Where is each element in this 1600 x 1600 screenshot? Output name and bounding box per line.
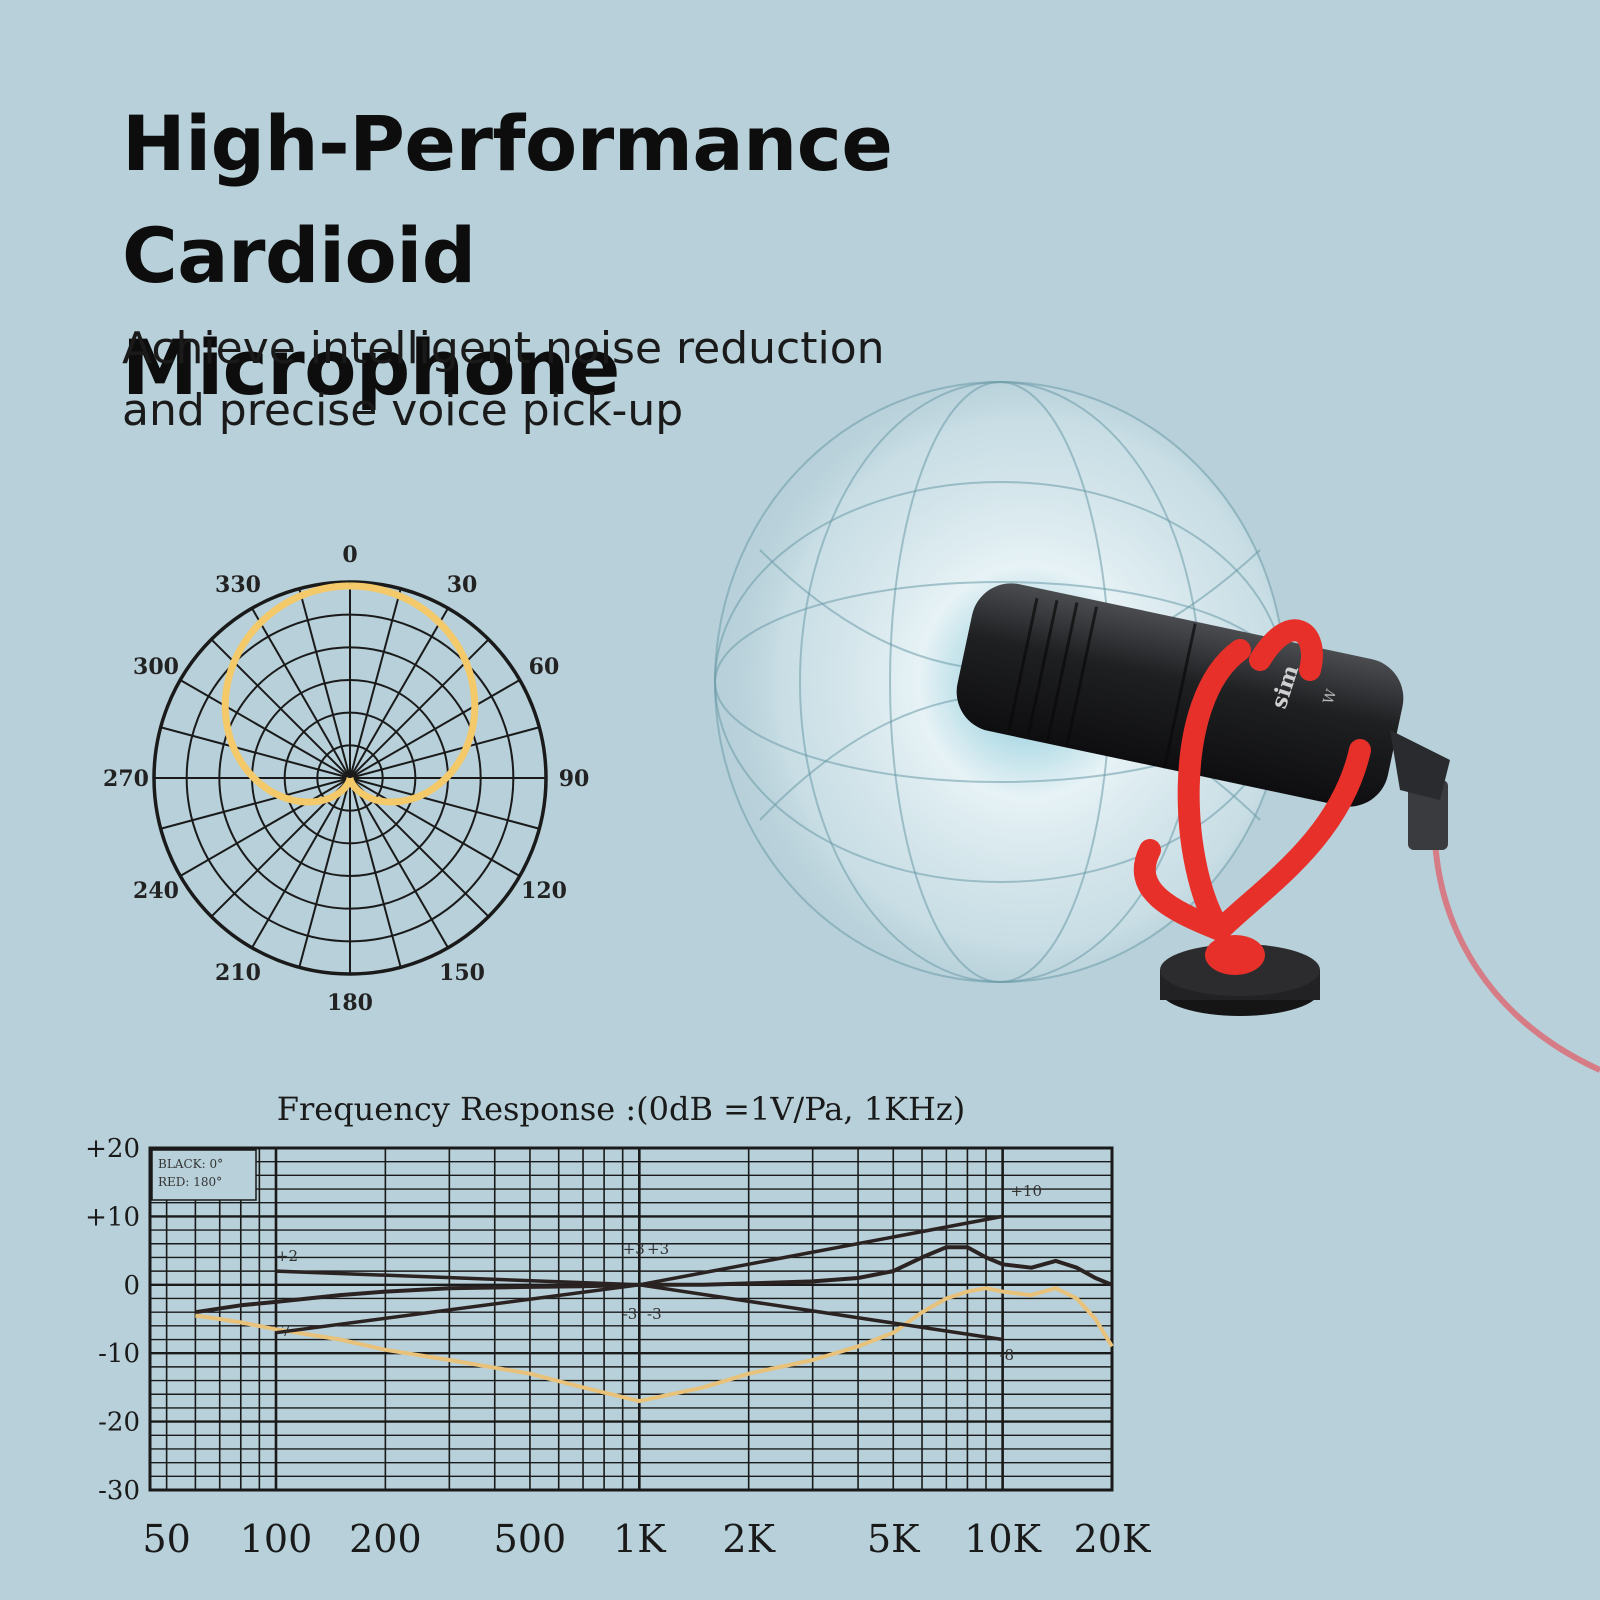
subheadline: Achieve intelligent noise reduction and … xyxy=(122,318,922,442)
frequency-legend-entry: BLACK: 0° xyxy=(158,1157,223,1171)
polar-spoke xyxy=(179,777,351,877)
microphone-product-image: sim W xyxy=(714,381,1600,1073)
frequency-legend-entry: RED: 180° xyxy=(158,1175,222,1189)
frequency-y-tick-label: 0 xyxy=(123,1271,140,1301)
frequency-y-tick-label: -10 xyxy=(98,1339,140,1369)
frequency-x-tick-label: 10K xyxy=(964,1517,1041,1561)
polar-cardioid-curve xyxy=(221,582,479,806)
headline-line-1: High-Performance Cardioid xyxy=(122,99,893,300)
subheadline-line-1: Achieve intelligent noise reduction xyxy=(122,323,885,374)
frequency-y-tick-label: +10 xyxy=(85,1202,140,1232)
polar-angle-label: 150 xyxy=(439,960,485,986)
polar-angle-label: 240 xyxy=(133,878,179,904)
frequency-guide-label: -3 xyxy=(623,1305,638,1323)
polar-angle-label: 30 xyxy=(447,572,478,598)
frequency-guide-label: +2 xyxy=(276,1247,298,1265)
polar-angle-label: 120 xyxy=(521,878,567,904)
polar-spoke xyxy=(349,777,449,949)
frequency-x-tick-label: 5K xyxy=(867,1517,920,1561)
polar-spoke xyxy=(160,777,351,830)
frequency-guide-label: -3 xyxy=(647,1305,662,1323)
polar-spoke xyxy=(349,588,402,779)
frequency-guide-label: +10 xyxy=(1010,1182,1042,1200)
polar-spoke xyxy=(349,679,521,779)
frequency-series-red xyxy=(195,1286,1114,1404)
headline-line-2: Microphone xyxy=(122,323,620,412)
polar-spoke xyxy=(298,588,351,779)
polar-spoke xyxy=(349,726,540,779)
polar-spoke xyxy=(349,607,449,779)
polar-spoke xyxy=(251,777,351,949)
frequency-series-black xyxy=(195,1245,1113,1315)
microphone-icon: sim W xyxy=(956,583,1600,1073)
frequency-x-tick-label: 2K xyxy=(722,1517,775,1561)
polar-angle-label: 300 xyxy=(133,654,179,680)
polar-angle-label: 60 xyxy=(529,654,560,680)
frequency-response-chart: Frequency Response :(0dB =1V/Pa, 1KHz) BL… xyxy=(85,1090,1151,1561)
frequency-x-tick-label: 500 xyxy=(494,1517,567,1561)
frequency-y-tick-label: +20 xyxy=(85,1134,140,1164)
frequency-guide-label: +3 xyxy=(623,1240,645,1258)
frequency-guide-label: +3 xyxy=(647,1240,669,1258)
polar-angle-label: 270 xyxy=(103,766,149,792)
frequency-y-tick-label: -20 xyxy=(98,1408,140,1438)
polar-spoke xyxy=(349,777,402,968)
frequency-guide-label: -7 xyxy=(276,1322,291,1340)
polar-spoke xyxy=(349,777,540,830)
frequency-x-tick-label: 20K xyxy=(1074,1517,1151,1561)
frequency-x-tick-label: 100 xyxy=(240,1517,313,1561)
frequency-x-tick-label: 200 xyxy=(349,1517,422,1561)
polar-spoke xyxy=(179,679,351,779)
frequency-x-tick-label: 1K xyxy=(613,1517,666,1561)
polar-angle-label: 180 xyxy=(327,990,373,1016)
frequency-x-tick-label: 50 xyxy=(142,1517,190,1561)
frequency-legend-box xyxy=(151,1149,257,1201)
polar-spoke xyxy=(349,777,521,877)
frequency-guide-label: -8 xyxy=(999,1346,1014,1364)
subheadline-line-2: and precise voice pick-up xyxy=(122,385,684,436)
polar-spoke xyxy=(251,607,351,779)
frequency-guide-line xyxy=(275,1283,1003,1342)
frequency-chart-frame xyxy=(148,1146,1114,1492)
polar-angle-label: 0 xyxy=(342,542,357,568)
polar-pattern-chart: 0 30 60 90 120 150 180 210 240 270 300 330 xyxy=(103,542,590,1016)
polar-spoke xyxy=(298,777,351,968)
polar-angle-label: 210 xyxy=(215,960,261,986)
frequency-y-tick-label: -30 xyxy=(98,1476,140,1506)
polar-angle-label: 330 xyxy=(215,572,261,598)
frequency-chart-title: Frequency Response :(0dB =1V/Pa, 1KHz) xyxy=(277,1090,965,1128)
polar-angle-label: 90 xyxy=(559,766,590,792)
model-text: W xyxy=(1321,687,1341,706)
polar-spoke xyxy=(160,726,351,779)
headline: High-Performance Cardioid Microphone xyxy=(122,88,1222,424)
